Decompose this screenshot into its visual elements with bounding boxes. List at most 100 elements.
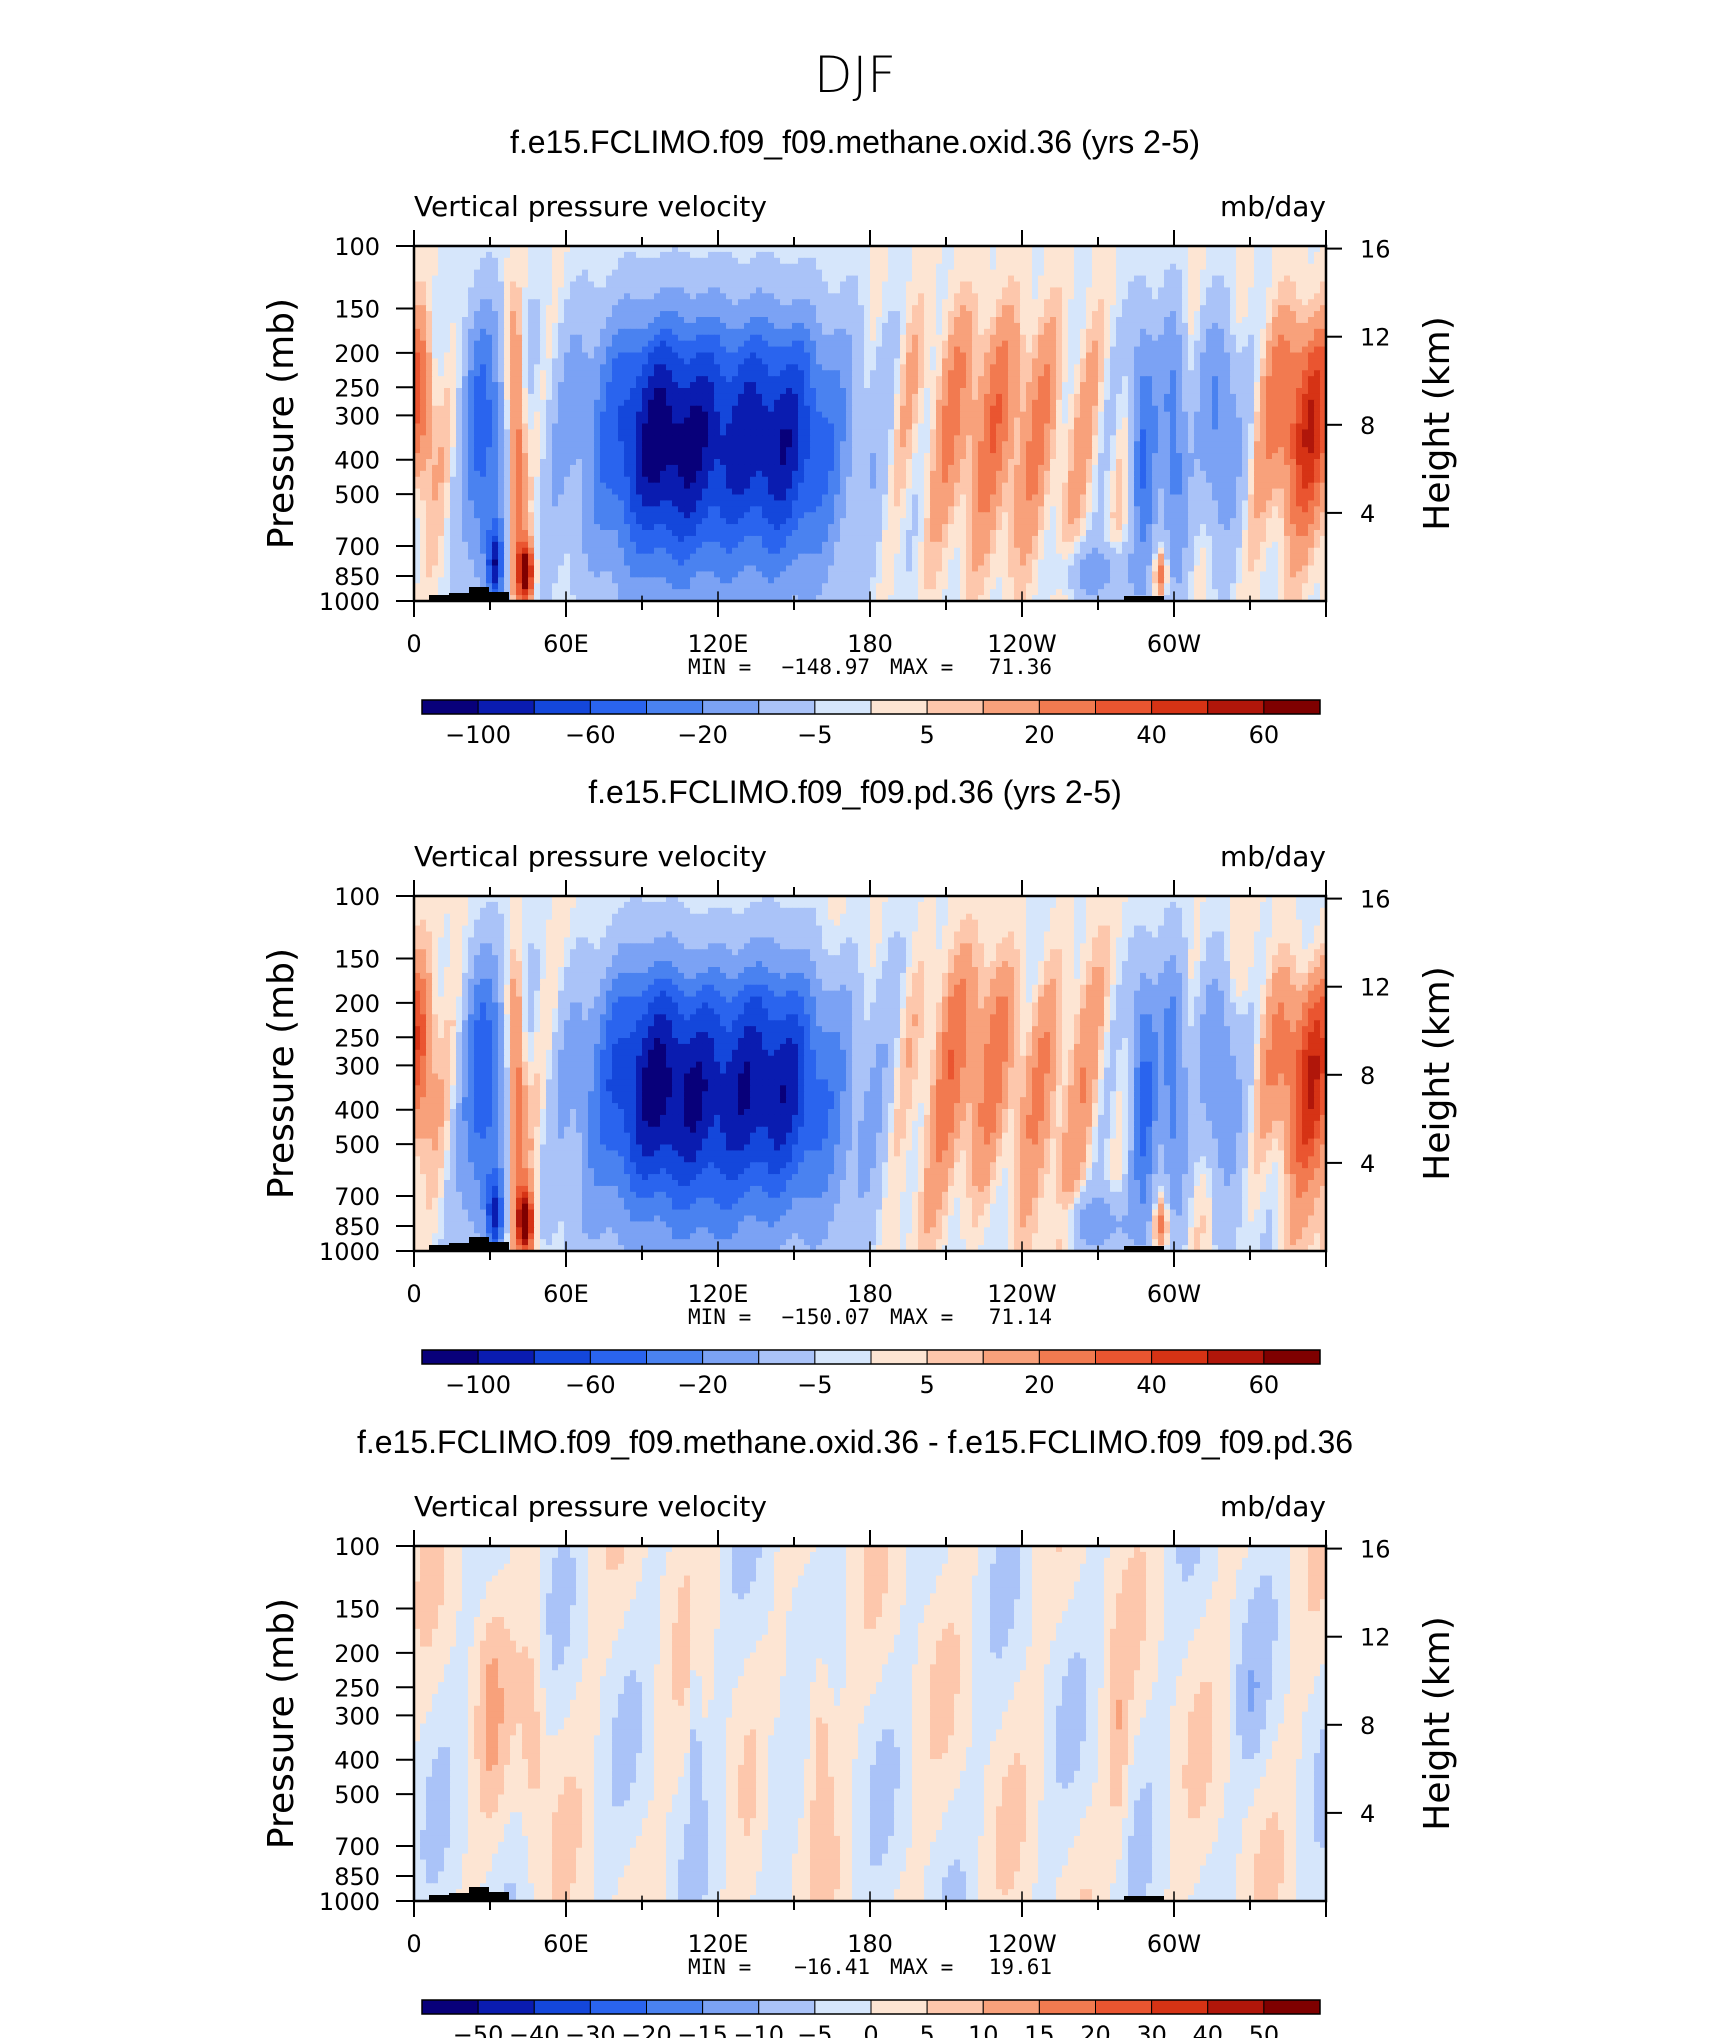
field-cell <box>876 334 883 342</box>
field-cell <box>438 317 445 324</box>
field-cell <box>1206 417 1213 425</box>
field-cell <box>996 293 1003 300</box>
field-cell <box>570 364 577 371</box>
field-cell <box>1098 399 1105 407</box>
field-cell <box>870 305 877 312</box>
field-cell <box>576 328 583 336</box>
field-cell <box>834 435 841 442</box>
field-cell <box>996 393 1003 401</box>
field-cell <box>642 352 649 360</box>
field-cell <box>684 322 691 330</box>
field-cell <box>726 275 733 283</box>
field-cell <box>672 275 679 283</box>
field-cell <box>1182 281 1189 289</box>
field-cell <box>1008 364 1015 371</box>
field-cell <box>894 269 901 277</box>
field-cell <box>738 376 745 383</box>
field-cell <box>1140 269 1147 277</box>
field-cell <box>1002 352 1009 360</box>
field-cell <box>1068 293 1075 300</box>
field-cell <box>1146 364 1153 371</box>
field-cell <box>1314 358 1321 365</box>
field-cell <box>600 322 607 330</box>
field-cell <box>768 293 775 300</box>
field-cell <box>588 299 595 306</box>
field-cell <box>852 322 859 330</box>
field-cell <box>612 293 619 300</box>
field-cell <box>660 388 667 395</box>
field-cell <box>1170 251 1177 259</box>
field-cell <box>984 382 991 389</box>
field-cell <box>594 334 601 342</box>
field-cell <box>1302 358 1309 365</box>
field-cell <box>1320 340 1327 348</box>
field-cell <box>1242 322 1249 330</box>
field-cell <box>606 328 613 336</box>
field-cell <box>726 340 733 348</box>
field-cell <box>762 275 769 283</box>
field-cell <box>450 334 457 342</box>
field-cell <box>678 393 685 401</box>
field-cell <box>1110 246 1117 253</box>
field-cell <box>474 405 481 413</box>
field-cell <box>786 299 793 306</box>
field-cell <box>930 287 937 294</box>
field-cell <box>1212 281 1219 289</box>
field-cell <box>1092 376 1099 383</box>
field-cell <box>1062 423 1069 431</box>
field-cell <box>426 388 433 395</box>
field-cell <box>486 435 493 442</box>
field-cell <box>1152 399 1159 407</box>
field-cell <box>1200 317 1207 324</box>
field-cell <box>996 305 1003 312</box>
field-cell <box>606 311 613 318</box>
field-cell <box>864 417 871 425</box>
field-cell <box>1092 388 1099 395</box>
field-cell <box>708 263 715 271</box>
field-cell <box>528 287 535 294</box>
field-cell <box>1290 299 1297 306</box>
field-cell <box>516 364 523 371</box>
field-cell <box>630 287 637 294</box>
field-cell <box>858 429 865 436</box>
field-cell <box>864 311 871 318</box>
field-cell <box>618 423 625 431</box>
field-cell <box>840 393 847 401</box>
field-cell <box>648 305 655 312</box>
field-cell <box>666 246 673 253</box>
field-cell <box>1110 269 1117 277</box>
field-cell <box>1248 364 1255 371</box>
field-cell <box>1122 358 1129 365</box>
field-cell <box>1260 281 1267 289</box>
field-cell <box>888 251 895 259</box>
field-cell <box>1266 246 1273 253</box>
field-cell <box>714 417 721 425</box>
field-cell <box>756 251 763 259</box>
field-cell <box>876 311 883 318</box>
field-cell <box>960 405 967 413</box>
field-cell <box>1116 346 1123 354</box>
field-cell <box>1188 299 1195 306</box>
field-cell <box>1254 322 1261 330</box>
field-cell <box>750 388 757 395</box>
field-cell <box>912 322 919 330</box>
field-cell <box>438 334 445 342</box>
field-cell <box>600 376 607 383</box>
field-cell <box>426 364 433 371</box>
field-cell <box>426 429 433 436</box>
field-cell <box>606 275 613 283</box>
field-cell <box>954 328 961 336</box>
field-cell <box>696 382 703 389</box>
field-cell <box>726 405 733 413</box>
field-cell <box>1122 269 1129 277</box>
field-cell <box>738 251 745 259</box>
field-cell <box>1206 246 1213 253</box>
field-cell <box>954 269 961 277</box>
field-cell <box>726 328 733 336</box>
field-cell <box>894 417 901 425</box>
field-cell <box>1008 411 1015 419</box>
field-cell <box>822 299 829 306</box>
field-cell <box>1020 393 1027 401</box>
field-cell <box>972 340 979 348</box>
field-cell <box>846 275 853 283</box>
